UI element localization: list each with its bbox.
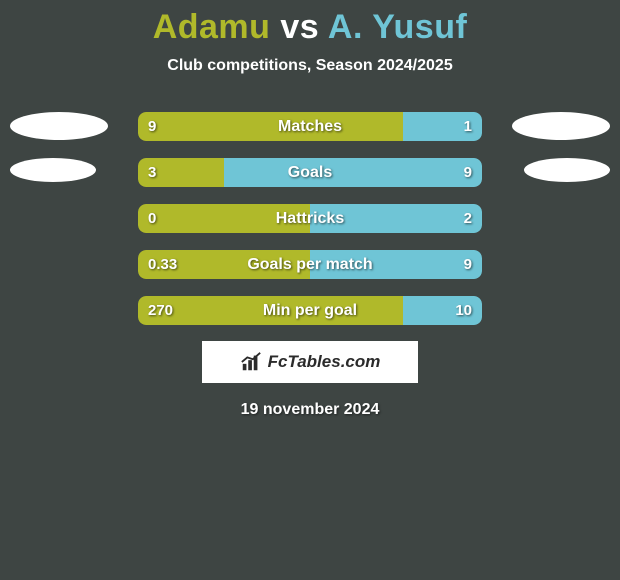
stat-value-left: 3 (148, 158, 156, 187)
stat-row: Goals39 (0, 149, 620, 195)
stat-value-right: 10 (455, 296, 472, 325)
snapshot-date: 19 november 2024 (0, 401, 620, 419)
stat-bar-left (138, 112, 403, 141)
stat-bar-track (138, 250, 482, 279)
stat-value-right: 2 (464, 204, 472, 233)
stat-bar-track (138, 296, 482, 325)
stat-row: Matches91 (0, 103, 620, 149)
stat-row: Goals per match0.339 (0, 241, 620, 287)
stat-value-left: 270 (148, 296, 173, 325)
stat-bar-right (310, 204, 482, 233)
stat-bar-track (138, 158, 482, 187)
stat-bar-right (310, 250, 482, 279)
brand-text: FcTables.com (268, 352, 381, 372)
vs-word: vs (280, 8, 319, 46)
stat-row: Min per goal27010 (0, 287, 620, 333)
stat-value-left: 9 (148, 112, 156, 141)
stat-value-right: 9 (464, 250, 472, 279)
player-left-avatar (10, 158, 96, 182)
comparison-title: Adamu vs A. Yusuf (0, 0, 620, 47)
brand-badge[interactable]: FcTables.com (202, 341, 418, 383)
player-right-avatar (512, 112, 610, 140)
stat-bar-right (224, 158, 482, 187)
stat-value-right: 9 (464, 158, 472, 187)
player-right-avatar (524, 158, 610, 182)
player-left-name: Adamu (153, 8, 271, 46)
stat-value-left: 0.33 (148, 250, 177, 279)
stat-value-right: 1 (464, 112, 472, 141)
player-left-avatar (10, 112, 108, 140)
stat-value-left: 0 (148, 204, 156, 233)
stat-bar-left (138, 204, 310, 233)
bar-chart-icon (240, 351, 262, 373)
stats-arena: Matches91Goals39Hattricks02Goals per mat… (0, 103, 620, 333)
stat-row: Hattricks02 (0, 195, 620, 241)
subtitle: Club competitions, Season 2024/2025 (0, 57, 620, 75)
stat-bar-track (138, 112, 482, 141)
player-right-name: A. Yusuf (328, 8, 467, 46)
stat-bar-track (138, 204, 482, 233)
stat-bar-left (138, 296, 403, 325)
